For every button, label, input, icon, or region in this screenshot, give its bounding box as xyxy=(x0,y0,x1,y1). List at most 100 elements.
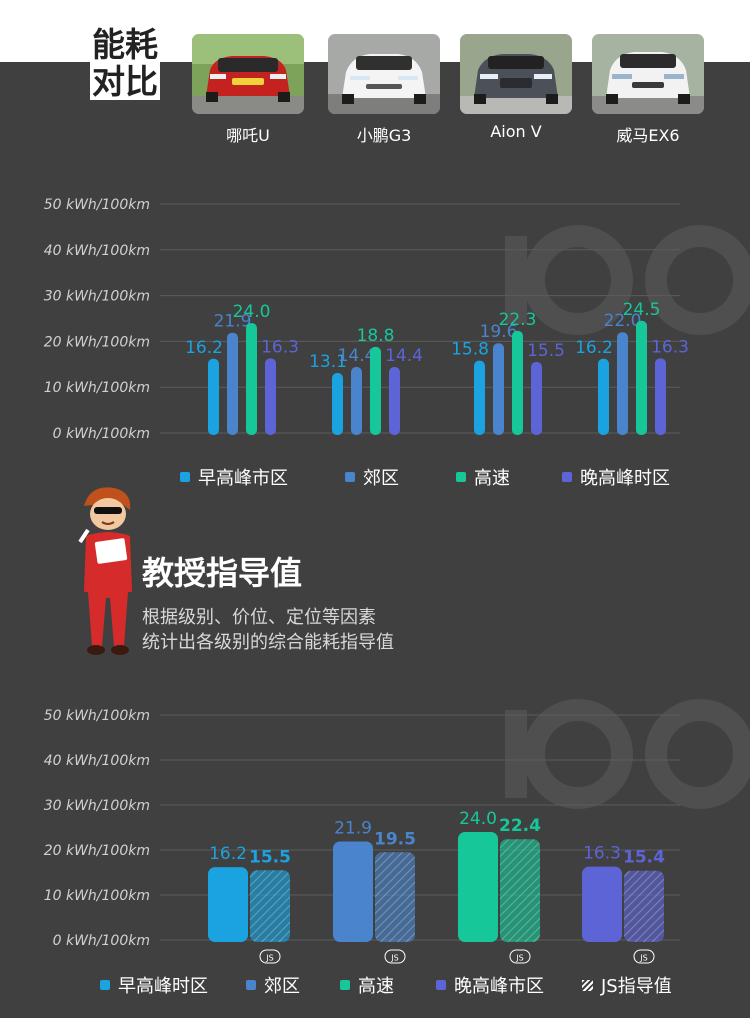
data-label: 15.8 xyxy=(451,340,489,360)
bar xyxy=(389,367,400,435)
legend-item-evening: 晚高峰时区 xyxy=(562,464,670,490)
bar xyxy=(636,320,647,435)
page-title: 能耗 对比 xyxy=(86,26,164,100)
bar xyxy=(265,358,276,435)
legend-item-js-guide: JS指导值 xyxy=(582,972,672,998)
professor-note-2: 统计出各级别的综合能耗指导值 xyxy=(142,632,394,653)
data-label: 14.4 xyxy=(338,346,376,366)
y-tick-label: 10 kWh/100km xyxy=(44,888,150,904)
legend-swatch xyxy=(562,472,572,482)
legend-label: 郊区 xyxy=(363,468,399,489)
js-tag-label: JS xyxy=(639,954,647,963)
legend-label: 晚高峰时区 xyxy=(580,468,670,489)
y-tick-label: 10 kWh/100km xyxy=(44,380,150,396)
data-label: 15.5 xyxy=(527,341,565,361)
legend-label: JS指导值 xyxy=(601,976,672,997)
title-line-2: 对比 xyxy=(90,62,160,101)
bar-guidance-hatch xyxy=(624,870,664,942)
y-tick-label: 40 kWh/100km xyxy=(44,753,150,769)
car-photo-weltmeister-ex6 xyxy=(592,34,704,114)
legend-swatch xyxy=(246,980,256,990)
data-label: 16.2 xyxy=(209,844,247,864)
bar xyxy=(531,362,542,435)
bar xyxy=(493,343,504,435)
data-label: 22.0 xyxy=(604,311,642,331)
legend-hatch-swatch xyxy=(582,979,593,991)
bar-measured xyxy=(582,866,622,942)
bar xyxy=(474,360,485,435)
js-tag: JS xyxy=(509,949,531,964)
bar-measured xyxy=(333,841,373,942)
bar-guidance-hatch xyxy=(375,852,415,942)
legend-label: 高速 xyxy=(358,976,394,997)
js-tag: JS xyxy=(633,949,655,964)
legend-item-morning: 早高峰市区 xyxy=(180,464,288,490)
bar xyxy=(227,332,238,435)
data-label: 16.3 xyxy=(651,337,689,357)
js-tag-outline xyxy=(633,949,655,964)
car-name-4: 威马EX6 xyxy=(616,126,680,145)
car-name-3: Aion V xyxy=(490,122,542,141)
guidance-comparison-chart: 0 kWh/100km 10 kWh/100km 20 kWh/100km 30 kW… xyxy=(44,699,750,964)
bar-guidance-hatch xyxy=(250,870,290,942)
bar-guidance-hatch xyxy=(500,839,540,942)
legend-item-suburb: 郊区 xyxy=(246,972,300,998)
legend-label: 早高峰市区 xyxy=(198,468,288,489)
legend-item-evening: 晚高峰市区 xyxy=(436,972,544,998)
js-tag: JS xyxy=(259,949,281,964)
bar xyxy=(246,323,257,435)
legend-item-highway: 高速 xyxy=(340,972,394,998)
data-label: 22.3 xyxy=(499,310,537,330)
car-name-2: 小鹏G3 xyxy=(356,126,412,145)
bar xyxy=(655,358,666,435)
data-label: 24.0 xyxy=(233,302,271,322)
car-photo-neta-u xyxy=(192,34,304,114)
car-name-1: 哪吒U xyxy=(226,126,270,145)
bar xyxy=(617,332,628,435)
data-label: 16.2 xyxy=(575,338,613,358)
data-label: 16.3 xyxy=(261,337,299,357)
legend-swatch xyxy=(340,980,350,990)
professor-note-1: 根据级别、价位、定位等因素 xyxy=(142,607,376,628)
white-suv-icon xyxy=(328,34,440,114)
bar-measured xyxy=(458,832,498,942)
data-label: 16.2 xyxy=(185,338,223,358)
y-tick-label: 30 kWh/100km xyxy=(44,798,150,814)
y-tick-label: 50 kWh/100km xyxy=(44,708,150,724)
white-suv-icon xyxy=(592,34,704,114)
car-photo-aion-v xyxy=(460,34,572,114)
y-tick-label: 20 kWh/100km xyxy=(44,334,150,350)
energy-consumption-chart: 0 kWh/100km 10 kWh/100km 20 kWh/100km 30 kW… xyxy=(44,197,750,442)
js-tag-outline xyxy=(384,949,406,964)
data-label: 16.3 xyxy=(583,844,621,864)
bar xyxy=(370,346,381,435)
y-tick-label: 40 kWh/100km xyxy=(44,243,150,259)
data-label: 18.8 xyxy=(357,326,395,346)
professor-mascot-icon xyxy=(78,487,132,655)
silver-suv-icon xyxy=(460,34,572,114)
data-label: 14.4 xyxy=(385,346,423,366)
legend-item-highway: 高速 xyxy=(456,464,510,490)
bar xyxy=(351,367,362,435)
y-tick-label: 20 kWh/100km xyxy=(44,843,150,859)
legend-swatch xyxy=(345,472,355,482)
legend-swatch xyxy=(456,472,466,482)
legend-item-suburb: 郊区 xyxy=(345,464,399,490)
legend-label: 早高峰时区 xyxy=(118,976,208,997)
legend-swatch xyxy=(436,980,446,990)
legend-item-morning: 早高峰时区 xyxy=(100,972,208,998)
data-label: 13.1 xyxy=(309,352,347,372)
bar xyxy=(332,373,343,435)
chart1-legend: 早高峰市区 郊区 高速 晚高峰时区 xyxy=(0,465,750,489)
legend-swatch xyxy=(100,980,110,990)
js-tag-label: JS xyxy=(390,954,398,963)
bar xyxy=(208,358,219,435)
watermark xyxy=(505,699,750,809)
bar-measured xyxy=(208,867,248,942)
data-label: 24.0 xyxy=(459,809,497,829)
data-label: 22.4 xyxy=(499,816,541,836)
bar xyxy=(512,330,523,435)
y-tick-label: 50 kWh/100km xyxy=(44,197,150,213)
js-tag: JS xyxy=(384,949,406,964)
red-suv-icon xyxy=(192,34,304,114)
